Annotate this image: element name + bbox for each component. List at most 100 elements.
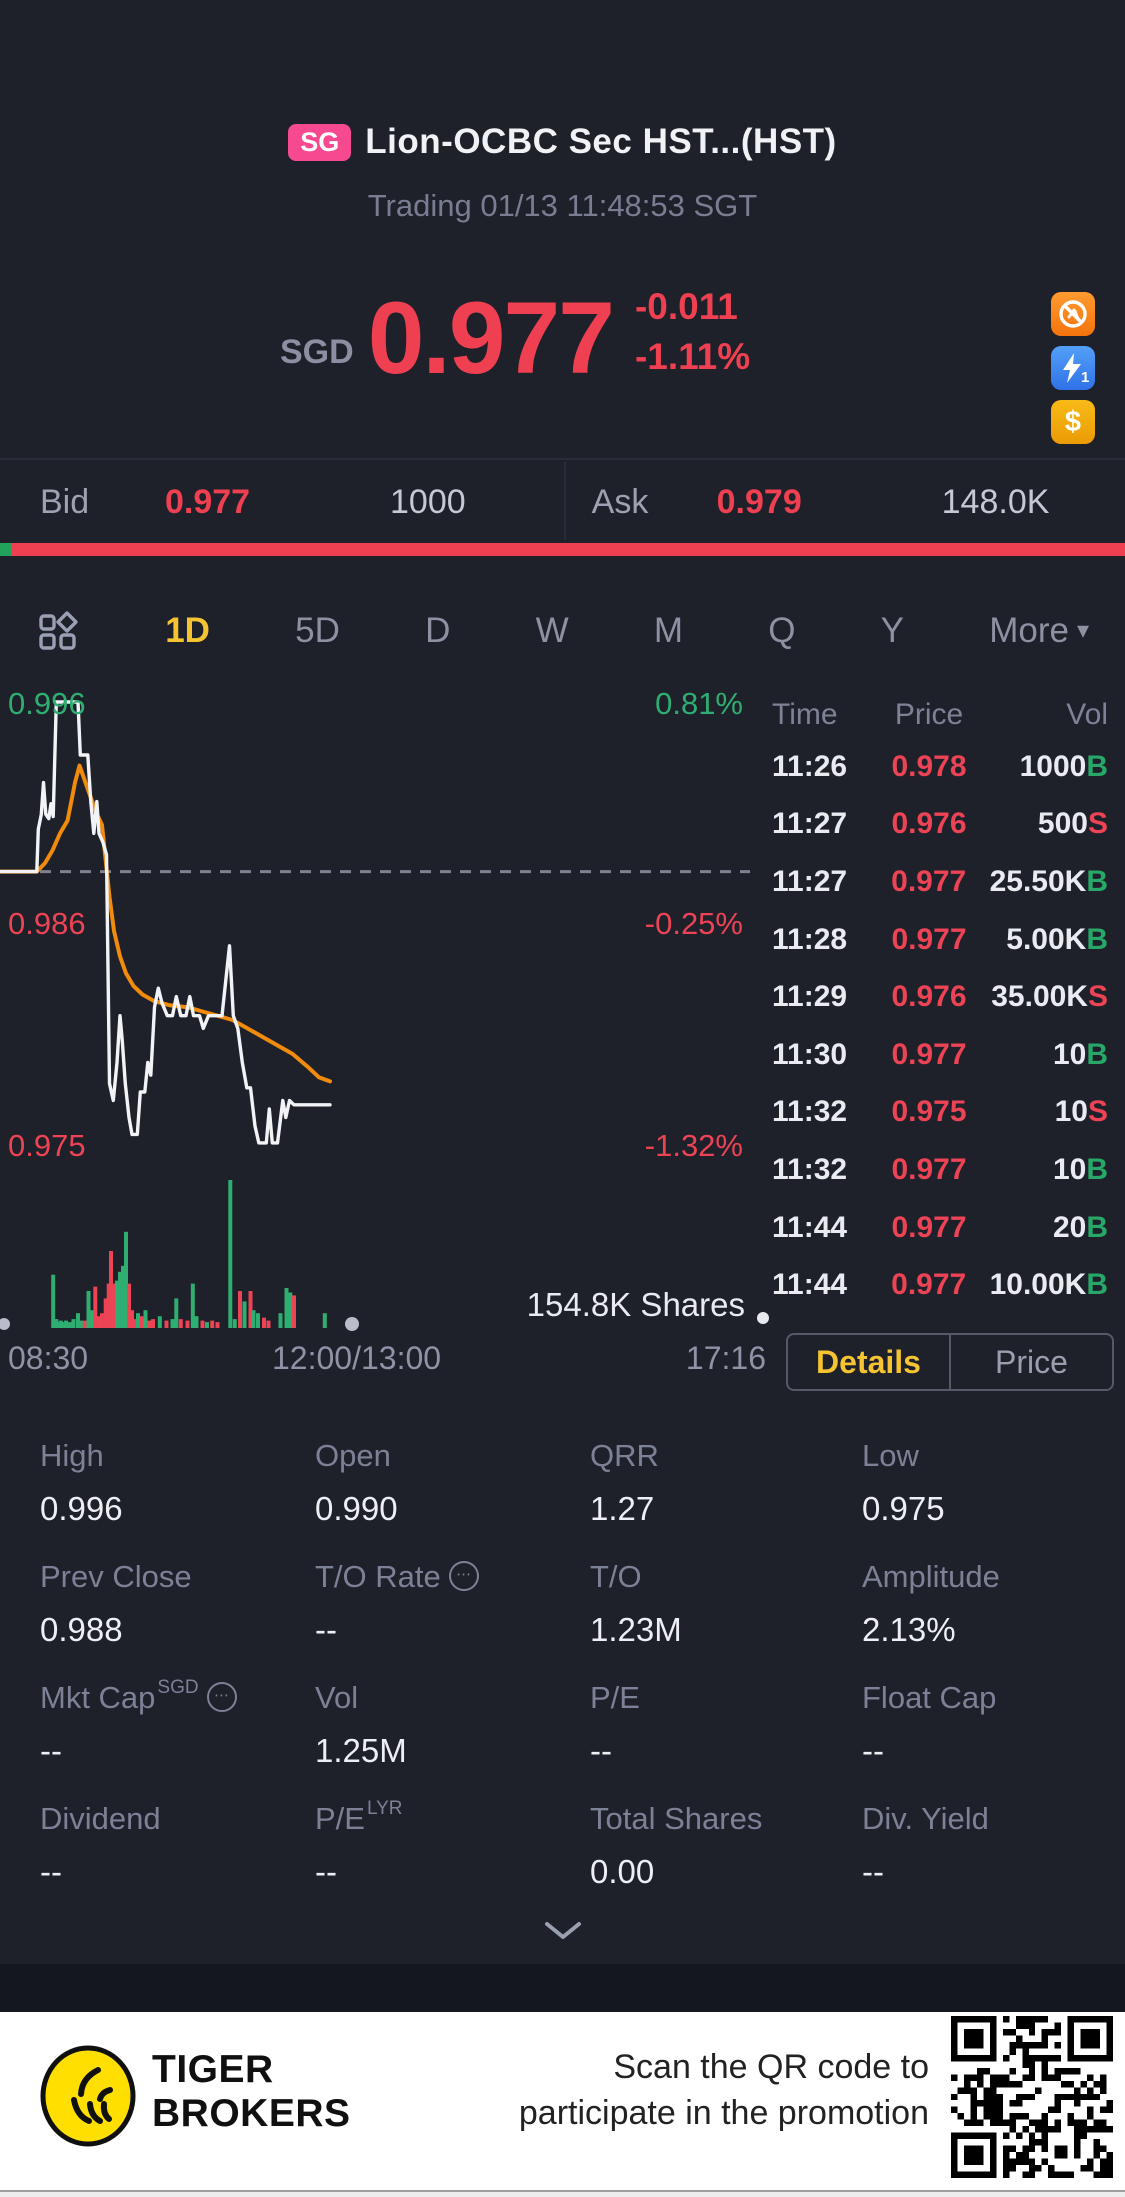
tab-details[interactable]: Details [816, 1343, 921, 1380]
tape-row[interactable]: 11:32 0.975 10S [772, 1084, 1108, 1142]
stat-value: 1.25M [315, 1732, 407, 1769]
stat-vol: Vol 1.25M [315, 1680, 590, 1801]
trade-volume: 35.00KS [991, 980, 1108, 1014]
bid-label: Bid [40, 482, 90, 521]
promo-text-line-2: participate in the promotion [518, 2094, 929, 2133]
trade-volume: 20B [1052, 1210, 1108, 1244]
stat-label: T/O Rate [315, 1559, 441, 1594]
tape-row[interactable]: 11:32 0.977 10B [772, 1141, 1108, 1199]
current-time-marker[interactable] [345, 1317, 359, 1331]
tape-row[interactable]: 11:30 0.977 10B [772, 1026, 1108, 1084]
axis-handle-left[interactable] [0, 1318, 10, 1330]
trading-status: Trading 01/13 11:48:53 SGT [367, 188, 758, 223]
trade-price: 0.977 [891, 1210, 967, 1244]
stat-value: -- [315, 1853, 337, 1890]
tab-period-5d[interactable]: 5D [295, 611, 340, 650]
volume-bar [242, 1301, 247, 1328]
no-short-icon[interactable] [1051, 292, 1095, 336]
volume-bar [93, 1286, 98, 1328]
trade-time: 11:44 [772, 1268, 848, 1302]
quote-header: SG Lion-OCBC Sec HST...(HST) Trading 01/… [0, 122, 1125, 224]
tape-row[interactable]: 11:27 0.976 500S [772, 796, 1108, 854]
trade-price: 0.975 [891, 1095, 967, 1129]
more-periods-button[interactable]: More ▾ [989, 611, 1089, 651]
volume-bar [262, 1317, 266, 1328]
volume-max-label: 154.8K Shares [526, 1286, 745, 1323]
y-axis-price-mid: 0.986 [8, 906, 86, 941]
ask-side[interactable]: Ask 0.979 148.0K [570, 462, 1125, 542]
intraday-chart-canvas[interactable] [0, 688, 770, 1333]
trade-time: 11:28 [772, 922, 848, 956]
tape-header-time: Time [772, 698, 838, 731]
volume-bar [215, 1322, 220, 1328]
sell-ratio-segment [11, 543, 1125, 556]
volume-bar [51, 1274, 56, 1328]
stat-value: 0.00 [590, 1853, 655, 1890]
stat-value: 2.13% [862, 1611, 956, 1648]
tab-period-m[interactable]: M [653, 611, 683, 650]
flash-order-icon[interactable]: 1 [1051, 346, 1095, 390]
trade-side-flag: B [1086, 922, 1108, 956]
y-axis-price-low: 0.975 [8, 1128, 86, 1163]
ask-price[interactable]: 0.979 [716, 482, 802, 521]
bid-price[interactable]: 0.977 [165, 482, 251, 521]
bid-side[interactable]: Bid 0.977 1000 [0, 462, 570, 542]
volume-bar [278, 1313, 283, 1328]
volume-bar [147, 1320, 152, 1328]
volume-bar [64, 1320, 68, 1328]
brand-line-2: BROKERS [152, 2092, 351, 2136]
stat-value: 0.996 [40, 1490, 123, 1527]
page-title: Lion-OCBC Sec HST...(HST) [365, 122, 837, 161]
stat-label: QRR [590, 1438, 659, 1473]
volume-bar [194, 1316, 199, 1328]
tab-period-w[interactable]: W [535, 611, 569, 650]
volume-bar [112, 1283, 116, 1328]
volume-bar [121, 1265, 125, 1328]
stat-p-e: P/E -- [590, 1680, 862, 1801]
change-percent: -1.11% [634, 335, 751, 377]
stat-t-o-rate: T/O Rate ⋯ -- [315, 1559, 590, 1680]
more-label: More [989, 611, 1069, 650]
axis-handle-right[interactable] [757, 1312, 769, 1324]
tape-row[interactable]: 11:27 0.977 25.50KB [772, 853, 1108, 911]
tab-period-d[interactable]: D [425, 611, 451, 650]
trade-time: 11:27 [772, 807, 848, 841]
trade-volume: 10B [1052, 1037, 1108, 1071]
trade-volume: 5.00KB [1006, 922, 1108, 956]
stat-mkt-cap: Mkt Cap SGD ⋯ -- [40, 1677, 315, 1801]
stats-grid: High 0.996 Open 0.990 QRR 1.27 Low 0.975 Prev Cl… [40, 1438, 1095, 1922]
price-line [0, 700, 332, 1145]
promo-banner[interactable]: TIGER BROKERS Scan the QR code to partic… [0, 2012, 1125, 2190]
tab-period-y[interactable]: Y [880, 611, 904, 650]
tab-period-1d[interactable]: 1D [165, 611, 210, 650]
stat-t-o: T/O 1.23M [590, 1559, 862, 1680]
tape-row[interactable]: 11:44 0.977 20B [772, 1199, 1108, 1257]
stat-low: Low 0.975 [862, 1438, 1095, 1559]
volume-bar [71, 1319, 76, 1328]
tab-period-q[interactable]: Q [768, 611, 796, 650]
trade-volume: 10.00KB [989, 1268, 1108, 1302]
volume-bar [79, 1320, 83, 1328]
info-icon[interactable]: ⋯ [206, 1682, 237, 1712]
volume-bar [133, 1319, 137, 1328]
buy-ratio-segment [0, 543, 11, 556]
market-badge: SG [288, 123, 352, 161]
stat-sup: LYR [366, 1797, 403, 1819]
expand-stats-button[interactable] [523, 1906, 603, 1956]
tape-row[interactable]: 11:26 0.978 1000B [772, 738, 1108, 796]
volume-bar [185, 1320, 190, 1328]
info-icon[interactable]: ⋯ [448, 1561, 479, 1591]
cash-icon[interactable]: $ [1051, 400, 1095, 444]
trade-price: 0.976 [891, 807, 967, 841]
tape-row[interactable]: 11:44 0.977 10.00KB [772, 1256, 1108, 1314]
tape-row[interactable]: 11:28 0.977 5.00KB [772, 911, 1108, 969]
trade-volume: 25.50KB [989, 864, 1108, 898]
tape-row[interactable]: 11:29 0.976 35.00KS [772, 968, 1108, 1026]
volume-bar [178, 1319, 183, 1328]
trade-side-flag: B [1086, 1037, 1108, 1071]
trade-volume: 10S [1054, 1095, 1108, 1129]
tab-price[interactable]: Price [949, 1335, 1112, 1389]
trade-price: 0.977 [891, 1152, 967, 1186]
chart-layout-icon[interactable] [36, 609, 80, 653]
promo-text: Scan the QR code to participate in the p… [519, 2044, 929, 2136]
